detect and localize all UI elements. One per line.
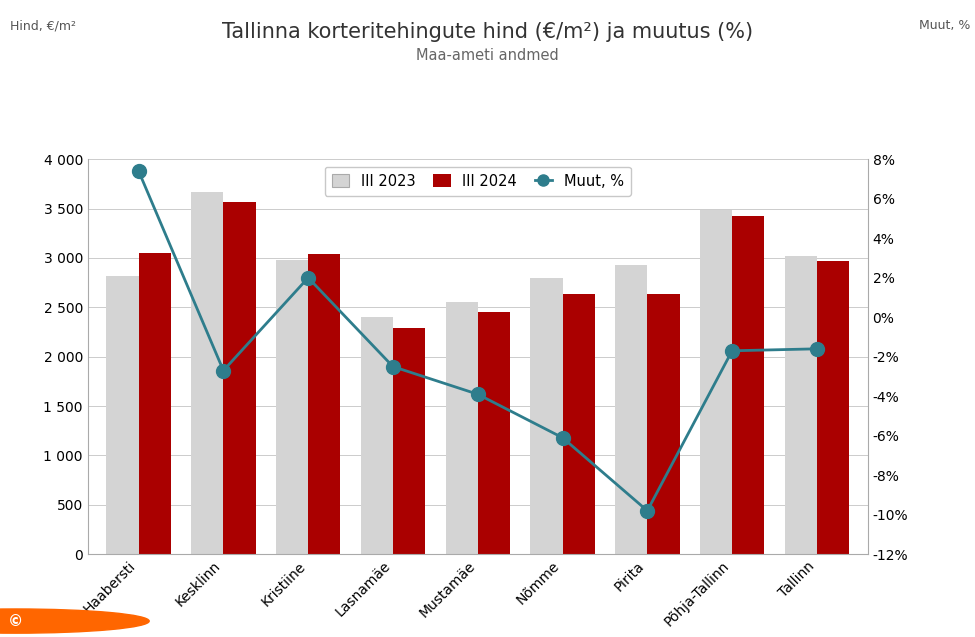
Bar: [478, 312, 510, 554]
Bar: [446, 303, 478, 554]
Muut, %: [133, 168, 144, 175]
Text: Tallinna korteritehingute hind (€/m²) ja muutus (%): Tallinna korteritehingute hind (€/m²) ja…: [222, 22, 753, 42]
Bar: [700, 210, 732, 554]
Text: Muut, %: Muut, %: [918, 19, 970, 32]
Bar: [563, 294, 595, 554]
Bar: [647, 294, 680, 554]
Muut, %: [217, 367, 229, 375]
Muut, %: [726, 347, 738, 355]
Circle shape: [0, 609, 149, 633]
Line: Muut, %: Muut, %: [132, 164, 824, 518]
Text: Maa-ameti andmed: Maa-ameti andmed: [416, 48, 559, 63]
Bar: [138, 253, 171, 554]
Muut, %: [557, 434, 568, 441]
Bar: [276, 260, 308, 554]
Muut, %: [642, 507, 653, 515]
Bar: [308, 254, 340, 554]
Text: ©: ©: [8, 613, 23, 629]
Muut, %: [811, 345, 823, 353]
Bar: [223, 202, 255, 554]
Bar: [393, 328, 425, 554]
Bar: [106, 276, 138, 554]
Bar: [361, 317, 393, 554]
Bar: [615, 265, 647, 554]
Bar: [530, 278, 563, 554]
Muut, %: [387, 363, 399, 371]
Text: Tõnu Toompark, ADAUR.EE: Tõnu Toompark, ADAUR.EE: [91, 614, 275, 628]
Bar: [732, 215, 764, 554]
Bar: [817, 261, 849, 554]
Muut, %: [472, 390, 484, 398]
Muut, %: [302, 274, 314, 282]
Legend: III 2023, III 2024, Muut, %: III 2023, III 2024, Muut, %: [325, 166, 631, 196]
Bar: [785, 256, 817, 554]
Text: Hind, €/m²: Hind, €/m²: [10, 19, 76, 32]
Bar: [191, 192, 223, 554]
